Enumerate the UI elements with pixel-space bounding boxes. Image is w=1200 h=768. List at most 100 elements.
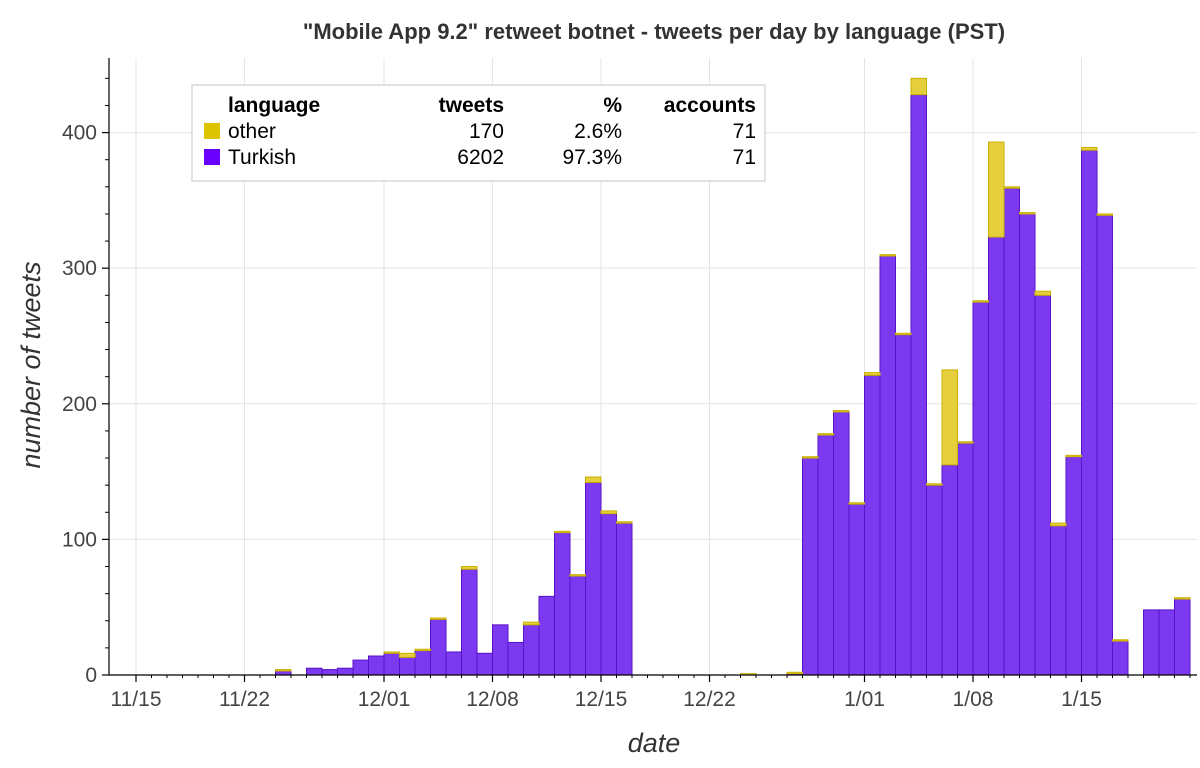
bar-turkish [926,484,943,676]
bar-turkish [1003,187,1020,676]
bar-turkish [1081,149,1098,676]
bar-other [585,476,602,483]
legend-cell: 97.3% [562,146,622,169]
bar-turkish [600,513,617,676]
bar-turkish [833,411,850,676]
x-tick-label: 11/15 [111,688,162,711]
legend-header: % [603,94,622,117]
bar-other [399,652,416,658]
bar-turkish [1158,609,1175,676]
legend-cell: other [228,120,276,143]
y-tick-label: 400 [62,122,97,145]
bars [275,77,1191,676]
bar-turkish [1112,640,1129,676]
bar-turkish [383,652,400,676]
y-tick-label: 300 [62,257,97,280]
bar-other [569,574,586,577]
bar-other [1065,454,1082,458]
bar-turkish [910,94,927,676]
bar-other [848,502,865,505]
bar-turkish [538,595,555,676]
bar-other [972,300,989,303]
bar-turkish [275,670,292,676]
x-tick-label: 1/08 [953,688,994,711]
bar-other [1019,212,1036,215]
chart-title: "Mobile App 9.2" retweet botnet - tweets… [303,19,1005,44]
bar-other [957,441,974,444]
legend-cell: Turkish [228,146,296,169]
legend-cell: 71 [733,146,756,169]
bar-other [1003,186,1020,189]
legend-swatch [204,149,220,165]
bar-turkish [1174,598,1191,676]
bar-turkish [554,532,571,676]
bar-turkish [1034,294,1051,676]
bar-other [275,669,292,672]
bar-turkish [569,575,586,676]
bar-turkish [848,503,865,676]
bar-turkish [585,481,602,676]
bar-turkish [430,618,447,676]
bar-turkish [817,434,834,676]
bar-other [879,254,896,257]
bar-other [383,651,400,654]
legend-cell: 71 [733,120,756,143]
legend-cell: 2.6% [574,120,622,143]
bar-turkish [1143,609,1160,676]
bar-turkish [972,301,989,676]
bar-other [988,141,1005,238]
x-tick-label: 1/01 [844,688,885,711]
legend-swatch [204,123,220,139]
bar-other [910,77,927,96]
x-tick-label: 12/01 [358,688,411,711]
bar-other [817,433,834,436]
y-tick-label: 0 [85,664,97,687]
bar-other [554,530,571,534]
bar-turkish [507,641,524,676]
bar-turkish [445,651,462,676]
bar-turkish [1019,213,1036,676]
legend: language tweets% accounts other 170 2.6% 71 Tur… [191,84,766,182]
legend-header: tweets [439,94,504,117]
bar-turkish [1050,525,1067,676]
bar-other [414,648,431,652]
legend-box [191,84,766,182]
bar-turkish [802,457,819,676]
bar-other [926,483,943,486]
legend-cell: 6202 [457,146,504,169]
x-tick-label: 11/22 [219,688,270,711]
bar-turkish [337,667,354,676]
bar-other [786,671,803,675]
bar-other [864,372,881,376]
bar-other [616,521,633,524]
bar-turkish [352,659,369,676]
bar-turkish [616,522,633,676]
x-tick-labels: 11/15 11/22 12/01 12/08 12/15 12/22 1/01 1/08 1/… [111,688,1102,711]
bar-turkish [399,656,416,676]
bar-turkish [988,236,1005,676]
bar-turkish [492,624,509,676]
bar-other [802,456,819,459]
x-tick-label: 1/15 [1061,688,1102,711]
bar-other [1081,146,1098,151]
x-tick-label: 12/15 [575,688,628,711]
bar-other [430,617,447,620]
bar-turkish [879,255,896,676]
bar-turkish [461,568,478,676]
bar-turkish [321,669,338,676]
bar-turkish [306,667,323,676]
bar-turkish [523,624,540,676]
bar-turkish [1065,456,1082,676]
bar-turkish [414,650,431,676]
y-axis-label: number of tweets [16,261,46,468]
x-tick-label: 12/22 [683,688,736,711]
bar-turkish [476,652,493,676]
bar-other [833,410,850,413]
axes [102,58,1197,682]
bar-turkish [864,374,881,676]
legend-header: accounts [664,94,756,117]
bar-other [600,510,617,515]
bar-other [895,332,912,336]
x-tick-label: 12/08 [466,688,519,711]
